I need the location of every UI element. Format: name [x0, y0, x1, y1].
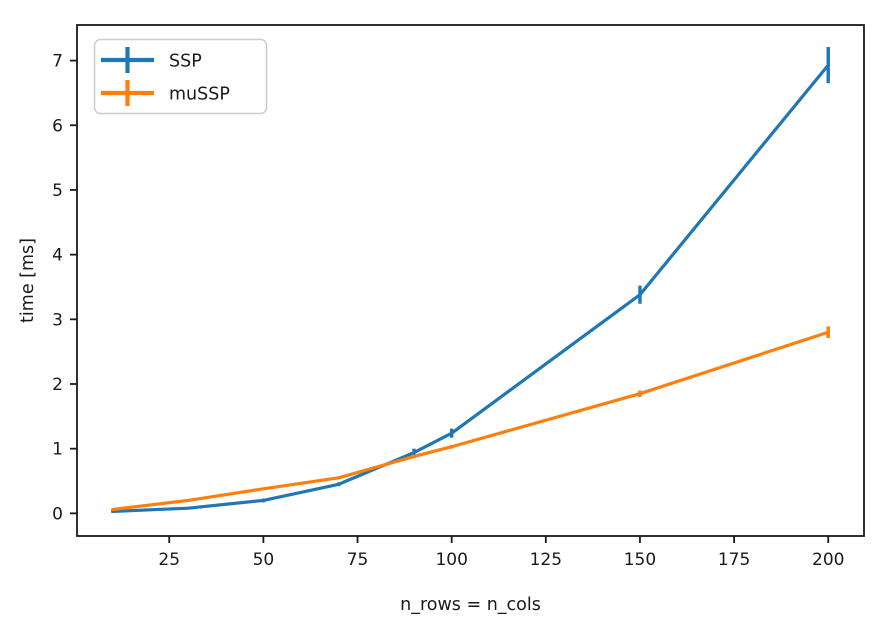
series-line-muSSP — [111, 330, 830, 512]
x-tick-label: 75 — [347, 550, 369, 570]
x-axis-label: n_rows = n_cols — [400, 595, 541, 615]
x-tick-label: 125 — [530, 550, 562, 570]
x-tick-label: 175 — [718, 550, 750, 570]
y-tick-label: 6 — [52, 116, 63, 136]
y-tick-label: 0 — [52, 504, 63, 524]
legend-label-SSP: SSP — [169, 52, 202, 72]
x-tick-label: 25 — [158, 550, 180, 570]
y-tick-label: 7 — [52, 52, 63, 72]
plot-area — [76, 24, 865, 537]
x-tick-label: 200 — [812, 550, 844, 570]
y-tick-label: 5 — [52, 181, 63, 201]
series-line-SSP — [111, 63, 830, 514]
y-tick-label: 4 — [52, 246, 63, 266]
x-tick-label: 150 — [624, 550, 656, 570]
y-tick-label: 2 — [52, 375, 63, 395]
y-tick-label: 3 — [52, 310, 63, 330]
legend-label-muSSP: muSSP — [169, 85, 230, 105]
x-tick-label: 100 — [435, 550, 467, 570]
legend: SSP muSSP — [93, 38, 268, 115]
y-tick-label: 1 — [52, 440, 63, 460]
x-tick-label: 50 — [253, 550, 275, 570]
y-axis-label: time [ms] — [18, 238, 38, 323]
